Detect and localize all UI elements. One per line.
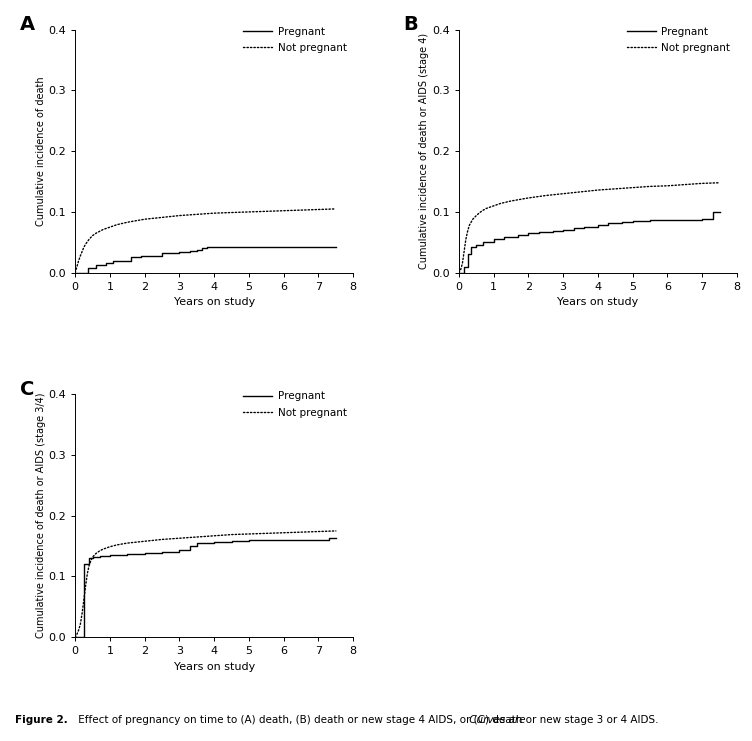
Text: Curves are: Curves are xyxy=(466,715,526,725)
Text: Effect of pregnancy on time to (A) death, (B) death or new stage 4 AIDS, or (C) : Effect of pregnancy on time to (A) death… xyxy=(75,715,659,725)
Text: B: B xyxy=(403,15,418,34)
Y-axis label: Cumulative incidence of death: Cumulative incidence of death xyxy=(35,76,46,226)
X-axis label: Years on study: Years on study xyxy=(174,297,255,308)
Legend: Pregnant, Not pregnant: Pregnant, Not pregnant xyxy=(239,23,351,57)
Legend: Pregnant, Not pregnant: Pregnant, Not pregnant xyxy=(239,388,351,422)
X-axis label: Years on study: Years on study xyxy=(174,662,255,672)
Y-axis label: Cumulative incidence of death or AIDS (stage 3/4): Cumulative incidence of death or AIDS (s… xyxy=(35,393,46,639)
Text: A: A xyxy=(20,15,35,34)
Legend: Pregnant, Not pregnant: Pregnant, Not pregnant xyxy=(623,23,735,57)
Text: C: C xyxy=(20,379,34,399)
Y-axis label: Cumulative incidence of death or AIDS (stage 4): Cumulative incidence of death or AIDS (s… xyxy=(420,33,429,269)
X-axis label: Years on study: Years on study xyxy=(557,297,638,308)
Text: Figure 2.: Figure 2. xyxy=(15,715,68,725)
